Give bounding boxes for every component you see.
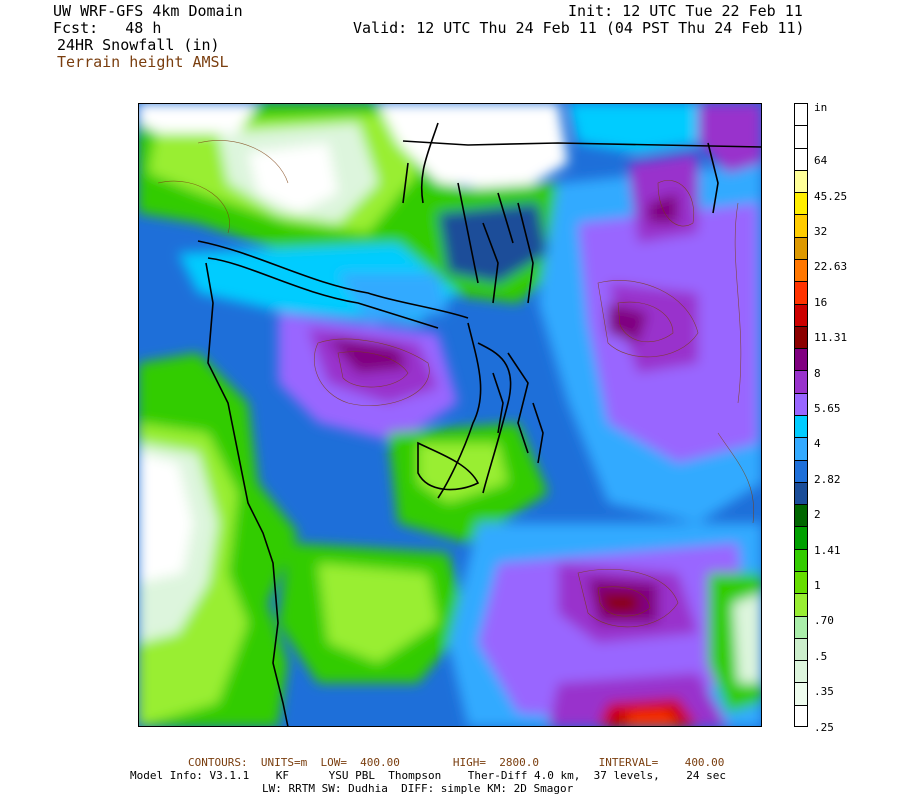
colorbar-label: 45.25 bbox=[814, 189, 848, 203]
colorbar-cell bbox=[794, 125, 808, 148]
colorbar-cell bbox=[794, 660, 808, 683]
snowfall-map bbox=[138, 103, 762, 727]
colorbar-label: 4 bbox=[814, 437, 821, 451]
colorbar-cell bbox=[794, 571, 808, 594]
colorbar-label: 2 bbox=[814, 508, 821, 522]
colorbar-cell bbox=[794, 259, 808, 282]
init-time: Init: 12 UTC Tue 22 Feb 11 bbox=[568, 2, 803, 20]
colorbar-label: 8 bbox=[814, 366, 821, 380]
physics-info: LW: RRTM SW: Dudhia DIFF: simple KM: 2D … bbox=[262, 782, 574, 795]
colorbar-cell bbox=[794, 370, 808, 393]
valid-time: Valid: 12 UTC Thu 24 Feb 11 (04 PST Thu … bbox=[353, 19, 805, 37]
colorbar-label: 5.65 bbox=[814, 402, 841, 416]
colorbar-cell bbox=[794, 415, 808, 438]
colorbar-cell bbox=[794, 147, 808, 170]
colorbar-cell bbox=[794, 637, 808, 661]
colorbar-label: 1.41 bbox=[814, 543, 841, 557]
colorbar-cell bbox=[794, 325, 808, 349]
terrain-contours bbox=[157, 140, 755, 628]
colorbar-cell bbox=[794, 214, 808, 237]
colorbar-cell bbox=[794, 392, 808, 415]
colorbar-cell bbox=[794, 192, 808, 215]
colorbar-cell bbox=[794, 704, 808, 727]
colorbar-label: 16 bbox=[814, 295, 828, 309]
forecast-hour: Fcst: 48 h bbox=[53, 19, 162, 37]
colorbar-cell bbox=[794, 526, 808, 549]
colorbar-label: 64 bbox=[814, 154, 828, 168]
colorbar-label: 2.82 bbox=[814, 472, 841, 486]
colorbar-cell bbox=[794, 504, 808, 527]
colorbar-cell bbox=[794, 459, 808, 482]
contour-info: CONTOURS: UNITS=m LOW= 400.00 HIGH= 2800… bbox=[188, 756, 725, 769]
colorbar-cell bbox=[794, 236, 808, 259]
colorbar-cell bbox=[794, 169, 808, 193]
colorbar-label: 1 bbox=[814, 579, 821, 593]
colorbar-cell bbox=[794, 437, 808, 460]
colorbar-cell bbox=[794, 103, 808, 126]
snowfall-field bbox=[138, 103, 762, 727]
colorbar-label: .70 bbox=[814, 614, 834, 628]
field-name: 24HR Snowfall (in) bbox=[57, 36, 220, 54]
colorbar-unit: in bbox=[814, 101, 828, 114]
colorbar-label: 22.63 bbox=[814, 260, 848, 274]
overlay-name: Terrain height AMSL bbox=[57, 53, 229, 71]
colorbar-label: .25 bbox=[814, 720, 834, 734]
coastlines bbox=[197, 122, 762, 727]
colorbar-cell bbox=[794, 593, 808, 616]
colorbar-cell bbox=[794, 281, 808, 304]
colorbar-cell bbox=[794, 303, 808, 326]
colorbar-cell bbox=[794, 615, 808, 638]
colorbar-cell bbox=[794, 548, 808, 571]
map-title: UW WRF-GFS 4km Domain bbox=[53, 2, 243, 20]
colorbar-label: 32 bbox=[814, 225, 828, 239]
colorbar-cell bbox=[794, 682, 808, 705]
colorbar-cell bbox=[794, 348, 808, 371]
colorbar-label: 11.31 bbox=[814, 331, 848, 345]
colorbar-cell bbox=[794, 481, 808, 505]
colorbar-label: .35 bbox=[814, 685, 834, 699]
model-info: Model Info: V3.1.1 KF YSU PBL Thompson T… bbox=[130, 769, 727, 782]
colorbar-label: .5 bbox=[814, 649, 828, 663]
